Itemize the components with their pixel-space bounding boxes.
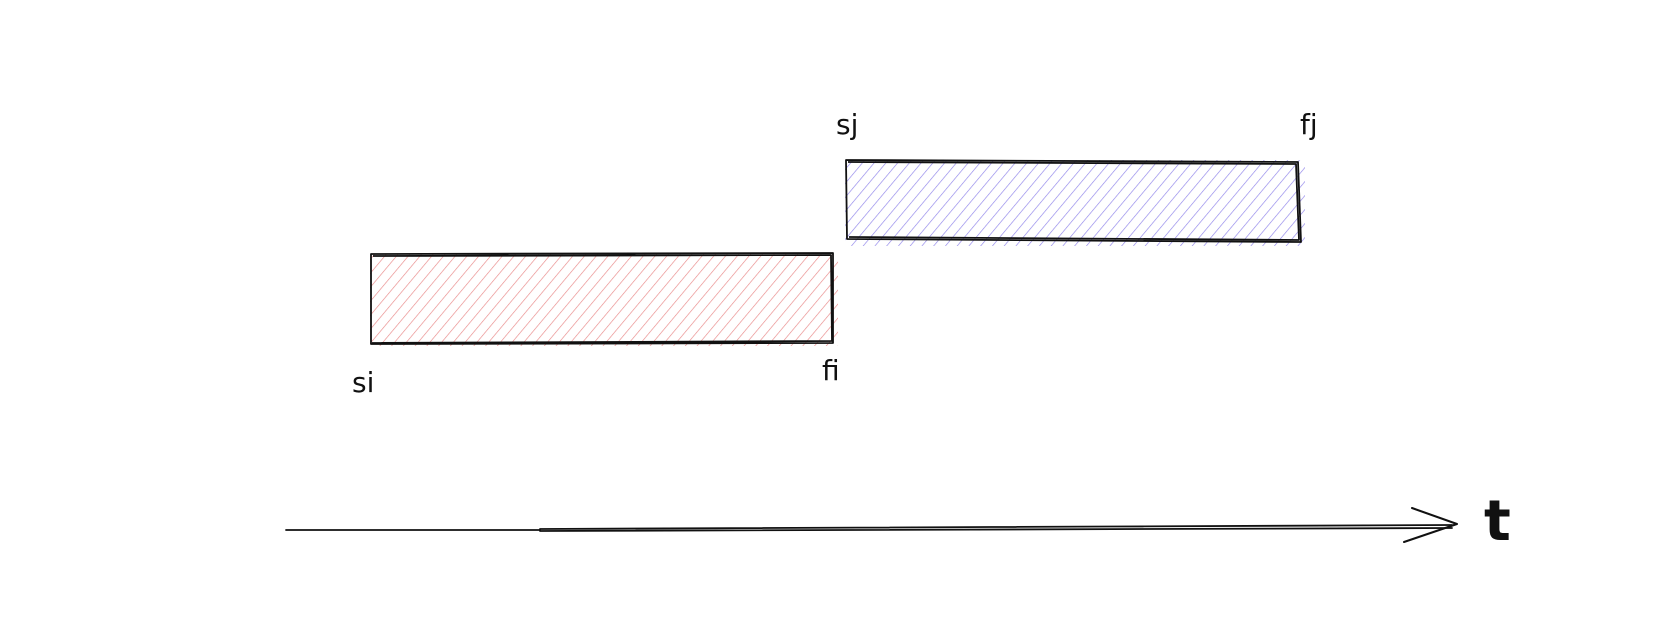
interval-i-finish-label: fi (822, 354, 840, 387)
interval-j-hatch (845, 160, 1305, 246)
time-axis-label: t (1484, 489, 1511, 554)
interval-j-outline (845, 159, 1302, 243)
interval-j-start-label: sj (836, 108, 858, 141)
time-axis: t (285, 489, 1511, 554)
interval-j-finish-label: fj (1300, 108, 1318, 141)
interval-i-start-label: si (352, 366, 374, 399)
time-axis-line (285, 524, 1453, 532)
interval-i: si fi (352, 252, 840, 399)
interval-i-outline (370, 252, 834, 345)
interval-i-hatch (370, 254, 838, 346)
time-axis-arrowhead-icon (1403, 507, 1458, 543)
interval-j: sj fj (836, 108, 1318, 246)
